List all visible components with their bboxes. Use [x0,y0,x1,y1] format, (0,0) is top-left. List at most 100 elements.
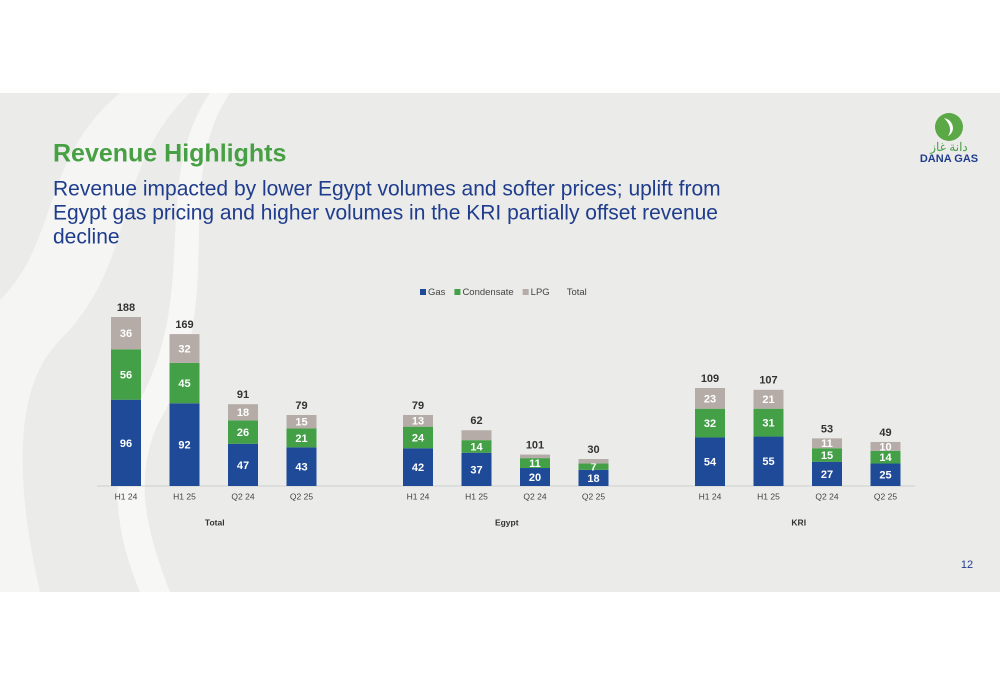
bar-segment [812,438,842,449]
total-label: 53 [821,423,833,435]
legend-label: Total [567,287,587,298]
bar-segment [520,454,550,459]
logo-mark [935,113,963,141]
data-label: 37 [470,464,482,476]
x-tick-label: Q2 24 [231,491,254,501]
bar-segment [286,428,317,448]
total-label: 49 [879,427,891,439]
data-label: 36 [120,328,132,340]
bar-segment [753,436,784,486]
data-label: 26 [237,427,249,439]
bar-segment [578,469,609,486]
data-label: 21 [295,433,307,445]
bar-segment [695,437,725,486]
bar-segment [461,430,492,441]
total-label: 79 [295,400,307,412]
title: Revenue Highlights [53,140,286,168]
bar-segment [812,461,842,486]
legend-swatch [454,289,461,295]
bar-segment [286,447,317,486]
bar-segment [403,448,433,486]
logo: دانة غاز DANA GAS [920,113,978,165]
data-label: 11 [529,458,541,470]
data-label: 18 [237,407,249,419]
group-label: Egypt [495,517,519,527]
bar-segment [169,334,200,363]
bar-segment [461,440,492,453]
decor-wave [0,93,190,592]
data-label: 25 [879,470,891,482]
bar-segment [870,441,901,451]
bar-segment [111,349,141,400]
x-tick-label: Q2 25 [874,491,897,501]
bar-segment [403,426,433,449]
data-label: 47 [237,460,249,472]
total-label: 169 [175,319,193,331]
data-label: 14 [879,452,892,464]
data-label: 21 [762,394,774,406]
x-tick-label: Q2 24 [815,491,838,501]
legend-label: Condensate [462,287,513,298]
group-label: Total [205,517,225,527]
data-label: 54 [704,457,717,469]
total-label: 109 [701,373,719,385]
data-label: 23 [704,393,716,405]
logo-arabic: دانة غاز [929,140,968,154]
data-label: 42 [412,462,424,474]
bar-segment [578,463,609,470]
data-label: 15 [295,417,307,429]
bar-segment [403,414,433,427]
bar-segment [286,414,317,429]
x-tick-label: H1 24 [115,491,138,501]
x-tick-label: H1 24 [699,491,722,501]
total-label: 91 [237,389,249,401]
bar-segment [695,408,725,438]
bar-segment [169,403,200,486]
page-number: 12 [961,559,973,571]
bar-segment [695,388,725,409]
data-label: 32 [178,343,190,355]
bar-segment [578,459,609,464]
data-label: 24 [412,432,425,444]
logo-flame [944,118,953,136]
group-label: KRI [791,517,806,527]
bar-segment [111,317,141,350]
data-label: 45 [178,378,190,390]
data-label: 13 [412,416,424,428]
bar-segment [169,362,200,404]
total-label: 79 [412,400,424,412]
x-tick-label: H1 25 [465,491,488,501]
total-label: 188 [117,302,135,314]
data-label: 55 [762,456,774,468]
bar-segment [520,468,550,486]
total-label: 101 [526,439,544,451]
legend-swatch [522,289,529,295]
bar-segment [753,408,784,437]
legend-swatch [420,289,426,295]
bar-segment [461,452,492,486]
subtitle: decline [53,226,120,249]
x-tick-label: Q2 25 [582,491,605,501]
x-tick-label: H1 25 [757,491,780,501]
data-label: 7 [590,462,596,474]
data-label: 18 [587,473,599,485]
data-label: 14 [470,441,483,453]
logo-name: DANA GAS [920,153,978,165]
bar-segment [870,463,901,486]
data-label: 11 [821,438,833,450]
data-label: 43 [295,462,307,474]
legend-label: Gas [428,287,446,298]
bar-segment [870,450,901,464]
subtitle: Egypt gas pricing and higher volumes in … [53,202,718,225]
total-label: 30 [587,444,599,456]
data-label: 92 [178,440,190,452]
data-label: 96 [120,438,132,450]
total-label: 62 [470,415,482,427]
data-label: 32 [704,418,716,430]
data-label: 10 [879,441,891,453]
bar-segment [753,389,784,409]
data-label: 27 [821,469,833,481]
x-tick-label: Q2 25 [290,491,313,501]
x-tick-label: H1 25 [173,491,196,501]
